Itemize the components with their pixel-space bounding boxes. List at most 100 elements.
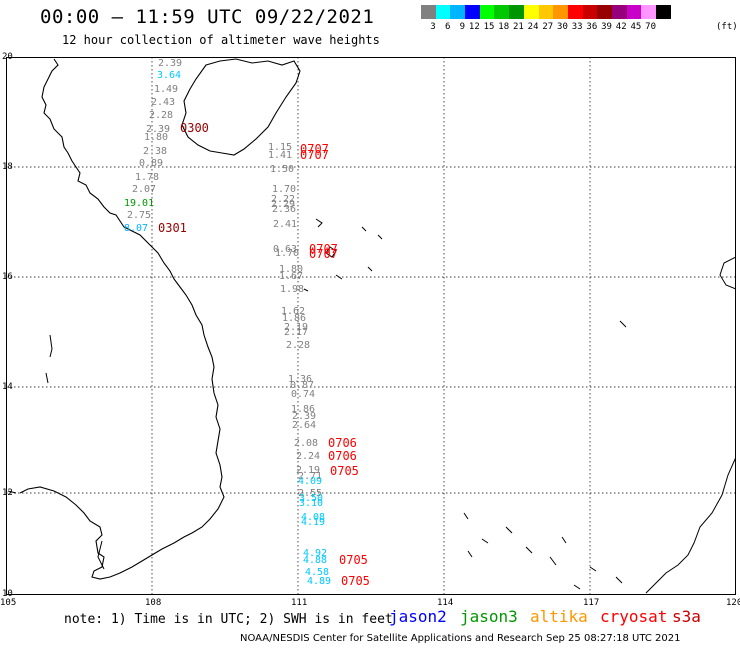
wave-height-label: 2.36 (272, 204, 297, 215)
scale-swatch (611, 5, 627, 19)
wave-height-label: 4.19 (301, 517, 326, 528)
scale-swatch (421, 5, 436, 19)
wave-height-label: 1.15 (268, 142, 293, 153)
latitude-label: 18 (2, 162, 13, 172)
wave-height-label: 1.50 (270, 164, 295, 175)
scale-swatch (479, 5, 495, 19)
wave-height-label: 1.98 (280, 284, 305, 295)
color-scale-labels: 3 6 9 12 15 18 21 24 27 30 33 36 39 42 45 70 (421, 22, 736, 32)
wave-height-label: 3.10 (299, 498, 324, 509)
paracel-islands (303, 218, 627, 328)
wave-height-label: 1.80 (279, 264, 304, 275)
color-scale (421, 5, 671, 19)
color-scale-unit: (ft) (716, 22, 738, 32)
scale-label: 3 (430, 22, 436, 32)
wave-height-label: 2.39 (158, 58, 183, 69)
latitude-label: 20 (2, 52, 13, 62)
longitude-label: 120 (726, 598, 740, 608)
pass-time-label: 0707 (300, 142, 329, 156)
philippines-coastline (463, 256, 736, 594)
wave-height-label: 4.92 (303, 548, 328, 559)
wave-height-label: 2.55 (298, 488, 323, 499)
map-panel (6, 57, 736, 595)
wave-height-label: 2.17 (284, 327, 309, 338)
longitude-label: 114 (437, 598, 454, 608)
scale-label: 18 (498, 22, 510, 32)
pass-time-label: 0301 (158, 221, 187, 235)
wave-height-label: 1.67 (279, 271, 304, 282)
scale-swatch (465, 5, 480, 19)
legend-s3a: s3a (672, 607, 701, 626)
wave-height-label: 2.07 (132, 184, 157, 195)
scale-label: 42 (615, 22, 627, 32)
wave-height-label: 2.41 (273, 219, 298, 230)
hainan-island (181, 58, 301, 156)
pass-time-label: 0707 (300, 148, 329, 162)
wave-height-label: 1.78 (135, 172, 160, 183)
pass-time-label: 0706 (328, 436, 357, 450)
wave-height-label: 4.89 (307, 576, 332, 587)
scale-swatch (494, 5, 510, 19)
scale-label: 24 (527, 22, 539, 32)
scale-label: 70 (645, 22, 656, 32)
scale-label: 45 (630, 22, 642, 32)
scale-label: 6 (444, 22, 451, 32)
wave-height-label: 4.09 (298, 476, 323, 487)
legend-altika: altika (530, 607, 588, 626)
vietnam-coastline (19, 58, 225, 580)
scale-swatch (435, 5, 451, 19)
wave-height-label: 0.87 (290, 380, 315, 391)
pass-time-label: 0705 (341, 574, 370, 588)
wave-height-label: 2.28 (149, 110, 174, 121)
scale-swatch (509, 5, 524, 19)
wave-height-label: 4.58 (305, 567, 330, 578)
scale-swatch (553, 5, 568, 19)
wave-height-label: 1.41 (268, 150, 293, 161)
pass-time-label: 0707 (309, 247, 338, 261)
scale-label: 33 (571, 22, 583, 32)
wave-height-label: 1.70 (272, 184, 297, 195)
wave-height-label: 4.88 (303, 555, 328, 566)
wave-height-label: 0.63 (273, 244, 298, 255)
latitude-label: 10 (2, 589, 13, 599)
scale-swatch (538, 5, 554, 19)
map-canvas (6, 57, 736, 595)
pass-time-label: 0707 (309, 242, 338, 256)
wave-height-label: 2.24 (296, 451, 321, 462)
longitude-label: 108 (145, 598, 162, 608)
longitude-label: 117 (583, 598, 600, 608)
scale-label: 21 (512, 22, 524, 32)
wave-height-label: 1.86 (282, 313, 307, 324)
scale-label: 15 (483, 22, 495, 32)
scale-swatch (626, 5, 642, 19)
latitude-label: 12 (2, 488, 13, 498)
wave-height-label: 2.39 (146, 124, 171, 135)
longitude-label: 105 (0, 598, 17, 608)
scale-swatch (656, 5, 671, 19)
wave-height-label: 3.64 (157, 70, 182, 81)
scale-swatch (450, 5, 466, 19)
wave-height-label: 2.43 (151, 97, 176, 108)
pass-time-label: 0300 (180, 121, 209, 135)
legend-jason3: jason3 (460, 607, 518, 626)
wave-height-label: 3.50 (299, 493, 324, 504)
scale-label: 9 (459, 22, 466, 32)
scale-label: 12 (468, 22, 480, 32)
wave-height-label: 2.39 (292, 411, 317, 422)
scale-label: 30 (557, 22, 568, 32)
wave-height-label: 1.36 (288, 374, 313, 385)
legend-cryosat: cryosat (600, 607, 668, 626)
wave-height-label: 2.22 (271, 194, 296, 205)
wave-height-label: 2.64 (292, 420, 317, 431)
wave-height-label: 4.08 (301, 512, 326, 523)
wave-height-label: 1.49 (154, 84, 179, 95)
wave-height-label: 2.29 (271, 199, 296, 210)
latitude-label: 16 (2, 272, 13, 282)
latitude-label: 14 (2, 382, 13, 392)
map-title: 00:00 – 11:59 UTC 09/22/2021 (40, 6, 375, 28)
wave-height-label: 1.86 (291, 404, 316, 415)
wave-height-label: 0.89 (139, 158, 164, 169)
scale-swatch (597, 5, 612, 19)
wave-height-label: 8.07 (124, 223, 149, 234)
wave-height-label: 1.62 (281, 306, 306, 317)
